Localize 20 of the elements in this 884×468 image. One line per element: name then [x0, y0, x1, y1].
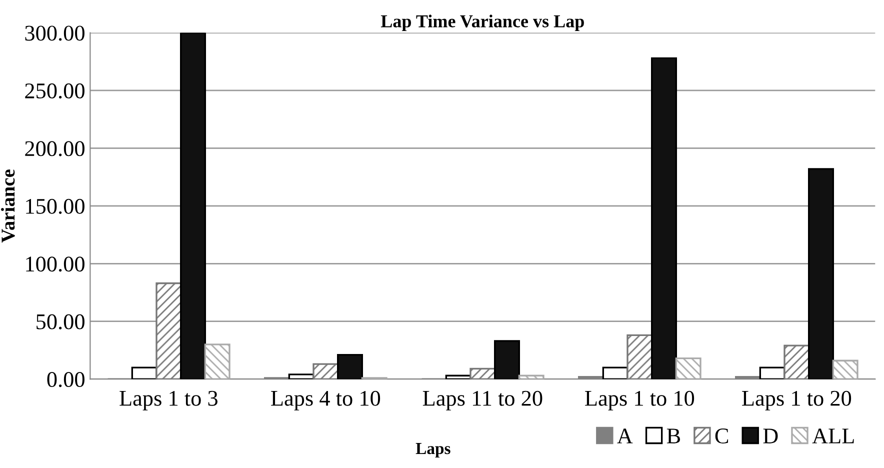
x-tick-label: Laps 1 to 20 [742, 390, 852, 410]
y-tick-label: 100.00 [26, 256, 84, 272]
x-axis-title: Laps [416, 443, 450, 458]
legend-label: ALL [812, 428, 854, 444]
y-tick-label: 150.00 [26, 198, 84, 214]
legend-label: B [666, 428, 680, 444]
legend-label: C [715, 428, 728, 444]
y-tick-label: 300.00 [25, 26, 84, 41]
x-tick-label: Laps 1 to 3 [120, 390, 218, 410]
y-axis-title: Variance [1, 170, 15, 243]
y-tick-label: 0.00 [47, 372, 84, 388]
x-tick-label: Laps 1 to 10 [585, 390, 694, 410]
y-tick-label: 200.00 [25, 141, 84, 156]
x-tick-label: Laps 11 to 20 [422, 390, 542, 410]
legend-label: A [617, 428, 633, 444]
legend-label: D [763, 428, 778, 444]
y-tick-label: 50.00 [36, 314, 84, 330]
chart-title: Lap Time Variance vs Lap [380, 14, 584, 32]
x-tick-label: Laps 4 to 10 [271, 390, 380, 410]
y-tick-label: 250.00 [25, 83, 84, 99]
